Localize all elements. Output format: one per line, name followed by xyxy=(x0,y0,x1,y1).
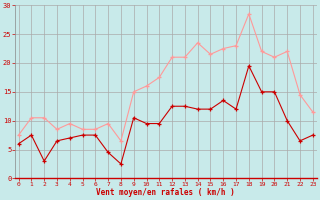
X-axis label: Vent moyen/en rafales ( km/h ): Vent moyen/en rafales ( km/h ) xyxy=(96,188,235,197)
